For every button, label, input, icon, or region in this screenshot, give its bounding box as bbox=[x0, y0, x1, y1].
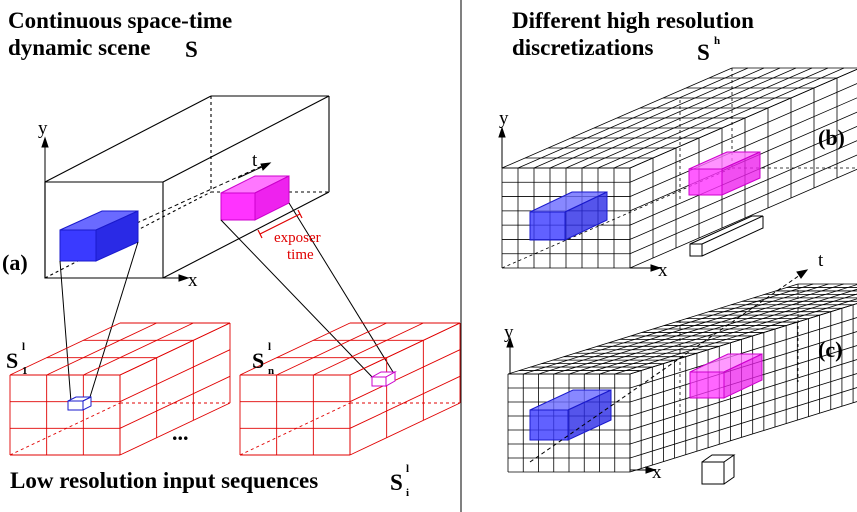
grid-line bbox=[46, 322, 157, 376]
blue-object-c bbox=[529, 389, 612, 441]
axis-y-label-a: y bbox=[38, 118, 48, 139]
panel-label-c: (c) bbox=[818, 337, 842, 362]
projection-lines bbox=[59, 202, 394, 403]
seq-first-sub: 1 bbox=[22, 365, 28, 377]
seq-last-label: S bbox=[252, 348, 264, 373]
right-panel-title: Different high resolution discretization… bbox=[512, 8, 754, 65]
exposure-time-line1: exposer bbox=[274, 230, 321, 246]
axis-x-label-a: x bbox=[188, 270, 198, 291]
voxel-b bbox=[689, 215, 764, 257]
bottom-symbol: S bbox=[390, 470, 403, 495]
bottom-caption: Low resolution input sequences bbox=[10, 468, 318, 493]
grid-line bbox=[349, 402, 461, 456]
low-res-grid-1 bbox=[9, 322, 231, 456]
ellipsis: ... bbox=[172, 420, 189, 445]
left-title-line2: dynamic scene bbox=[8, 35, 150, 60]
voxel-c bbox=[701, 454, 736, 485]
grid-line bbox=[119, 375, 231, 429]
hi-res-grid-b bbox=[501, 67, 857, 269]
seq-first-sup: l bbox=[22, 341, 25, 353]
seq-last-sub: n bbox=[268, 365, 274, 377]
grid-line bbox=[239, 402, 351, 456]
blue-object-s1 bbox=[67, 396, 92, 411]
seq-last-sup: l bbox=[268, 341, 271, 353]
axes-b bbox=[498, 126, 662, 272]
right-title-line1: Different high resolution bbox=[512, 8, 754, 33]
grid-line bbox=[119, 349, 231, 403]
axis-x-label-c: x bbox=[652, 462, 662, 483]
axis-x-label-b: x bbox=[658, 260, 668, 281]
grid-line bbox=[9, 322, 121, 376]
grid-line bbox=[349, 349, 461, 403]
grid-line bbox=[119, 322, 231, 376]
continuous-scene-box bbox=[44, 95, 330, 279]
right-title-line2: discretizations bbox=[512, 35, 653, 60]
grid-line bbox=[349, 375, 461, 429]
grid-line bbox=[119, 402, 231, 456]
grid-line bbox=[239, 322, 351, 376]
right-title-sup: h bbox=[714, 35, 720, 47]
grid-line bbox=[276, 322, 387, 376]
right-title-symbol: S bbox=[697, 40, 710, 65]
grid-line bbox=[349, 322, 461, 376]
grid-line bbox=[9, 402, 121, 456]
axis-t-label-a: t bbox=[252, 150, 258, 171]
axes-c bbox=[506, 269, 809, 474]
panel-label-b: (b) bbox=[818, 125, 845, 150]
left-panel-title: Continuous space-time dynamic scene S bbox=[8, 8, 232, 62]
bottom-symbol-sub: i bbox=[406, 487, 409, 499]
axis-y-label-b: y bbox=[499, 108, 509, 129]
magenta-object-b bbox=[688, 151, 761, 196]
magenta-object-sn bbox=[370, 371, 397, 387]
hi-res-grid-c bbox=[507, 283, 857, 473]
axis-y-label-c: y bbox=[504, 322, 514, 343]
seq-first-label: S bbox=[6, 348, 18, 373]
grid-line bbox=[313, 322, 424, 376]
grid-line bbox=[629, 401, 857, 473]
magenta-object-a bbox=[220, 175, 290, 221]
exposure-time-line2: time bbox=[287, 247, 314, 263]
low-res-grid-n bbox=[239, 322, 461, 456]
left-title-line1: Continuous space-time bbox=[8, 8, 232, 33]
panel-label-a: (a) bbox=[2, 250, 28, 275]
magenta-object-c bbox=[689, 353, 763, 399]
blue-object-b bbox=[529, 191, 608, 241]
axis-t-label-c: t bbox=[818, 250, 824, 271]
exposure-time-bracket bbox=[257, 209, 303, 239]
grid-line bbox=[83, 322, 194, 376]
blue-object-a bbox=[59, 210, 139, 262]
bottom-symbol-sup: l bbox=[406, 463, 409, 475]
left-title-symbol: S bbox=[185, 37, 198, 62]
